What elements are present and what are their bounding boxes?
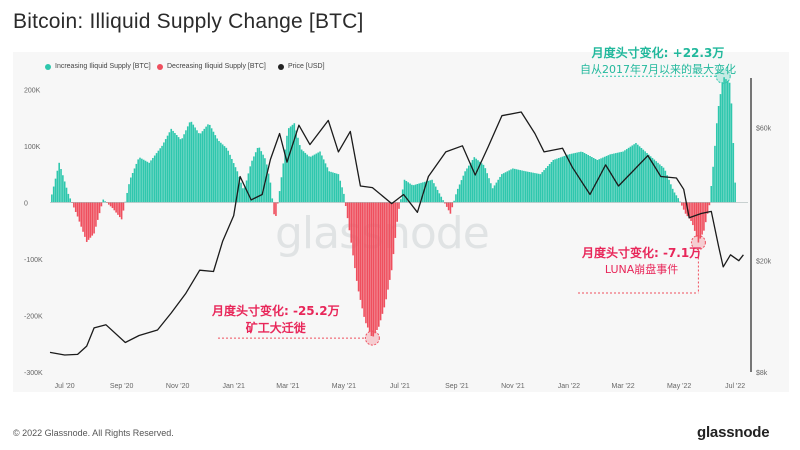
x-tick-label: Mar '21 [276,383,299,390]
chart-panel [13,52,789,392]
annotation-luna-sub: LUNA崩盘事件 [604,263,679,276]
y-tick-label: 0 [24,200,28,207]
max-marker [715,68,731,84]
x-tick-label: May '21 [332,383,356,390]
legend-label-increasing: Increasing Iliquid Supply [BTC] [55,63,151,70]
price-dot-icon [278,63,284,70]
annotation-luna-title: 月度头寸变化: -7.1万 [582,246,702,260]
annotation-min-title: 月度头寸变化: -25.2万 [212,304,340,318]
price-line [49,111,744,356]
legend-item-price[interactable]: Price [USD] [278,63,325,70]
x-tick-label: Jan '21 [223,383,245,390]
annotation-max-title: 月度头寸变化: +22.3万 [591,46,725,60]
x-tick-label: May '22 [667,383,691,390]
price-tick-label: $20k [756,259,772,266]
y-tick-label: -100K [24,257,43,264]
y-tick-label: -200K [24,313,43,320]
increasing-supply-bars [51,77,736,203]
legend-item-decreasing[interactable]: Decreasing Iliquid Supply [BTC] [157,63,266,70]
increasing-dot-icon [45,63,51,70]
min-marker [364,330,380,346]
price-tick-label: $60k [756,125,772,132]
decreasing-supply-bars [71,202,711,337]
annotation-luna: 月度头寸变化: -7.1万 LUNA崩盘事件 [582,244,701,277]
annotation-max: 月度头寸变化: +22.3万 自从2017年7月以来的最大变化 [580,44,736,77]
x-tick-label: Nov '21 [501,383,525,390]
annotation-min: 月度头寸变化: -25.2万 矿工大迁徙 [212,302,340,336]
x-tick-label: Sep '21 [445,383,469,390]
y-tick-label: 200K [24,87,41,94]
legend-item-increasing[interactable]: Increasing Iliquid Supply [BTC] [45,63,151,70]
y-tick-label: 100K [24,144,41,151]
decreasing-dot-icon [157,63,163,70]
glassnode-logo[interactable]: glassnode [697,424,770,441]
legend-label-decreasing: Decreasing Iliquid Supply [BTC] [167,63,266,70]
x-tick-label: Jul '20 [55,383,75,390]
x-tick-label: Jan '22 [558,383,580,390]
annotation-min-sub: 矿工大迁徙 [245,321,306,335]
x-tick-label: Jul '22 [725,383,745,390]
x-tick-label: Sep '20 [110,383,134,390]
x-tick-label: Nov '20 [166,383,190,390]
copyright-text: © 2022 Glassnode. All Rights Reserved. [13,428,174,438]
page-title: Bitcoin: Illiquid Supply Change [BTC] [13,10,364,33]
y-tick-label: -300K [24,370,43,377]
annotation-max-sub: 自从2017年7月以来的最大变化 [580,63,736,76]
x-tick-label: Mar '22 [612,383,635,390]
x-tick-label: Jul '21 [390,383,410,390]
legend-label-price: Price [USD] [288,63,325,70]
price-tick-label: $8k [756,370,768,377]
